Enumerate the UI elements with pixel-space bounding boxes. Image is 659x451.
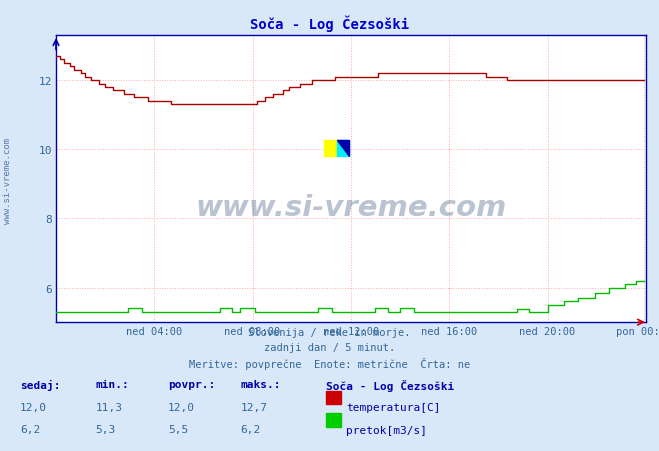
Text: 12,0: 12,0 bbox=[20, 402, 47, 412]
Text: 6,2: 6,2 bbox=[241, 424, 261, 434]
Text: maks.:: maks.: bbox=[241, 379, 281, 389]
Text: www.si-vreme.com: www.si-vreme.com bbox=[195, 194, 507, 222]
Text: 12,0: 12,0 bbox=[168, 402, 195, 412]
Bar bbox=[324, 141, 337, 156]
Text: 11,3: 11,3 bbox=[96, 402, 123, 412]
Text: Slovenija / reke in morje.: Slovenija / reke in morje. bbox=[248, 327, 411, 337]
Text: www.si-vreme.com: www.si-vreme.com bbox=[3, 138, 13, 223]
Text: 6,2: 6,2 bbox=[20, 424, 40, 434]
Bar bbox=[337, 141, 349, 156]
Text: 5,3: 5,3 bbox=[96, 424, 116, 434]
Text: temperatura[C]: temperatura[C] bbox=[346, 402, 440, 412]
Text: Meritve: povprečne  Enote: metrične  Črta: ne: Meritve: povprečne Enote: metrične Črta:… bbox=[189, 357, 470, 369]
Text: 5,5: 5,5 bbox=[168, 424, 188, 434]
Text: 12,7: 12,7 bbox=[241, 402, 268, 412]
Text: sedaj:: sedaj: bbox=[20, 379, 60, 390]
Text: povpr.:: povpr.: bbox=[168, 379, 215, 389]
Text: Soča - Log Čezsoški: Soča - Log Čezsoški bbox=[250, 16, 409, 32]
Polygon shape bbox=[337, 141, 349, 156]
Text: min.:: min.: bbox=[96, 379, 129, 389]
Text: Soča - Log Čezsoški: Soča - Log Čezsoški bbox=[326, 379, 455, 391]
Text: pretok[m3/s]: pretok[m3/s] bbox=[346, 425, 427, 435]
Text: zadnji dan / 5 minut.: zadnji dan / 5 minut. bbox=[264, 342, 395, 352]
